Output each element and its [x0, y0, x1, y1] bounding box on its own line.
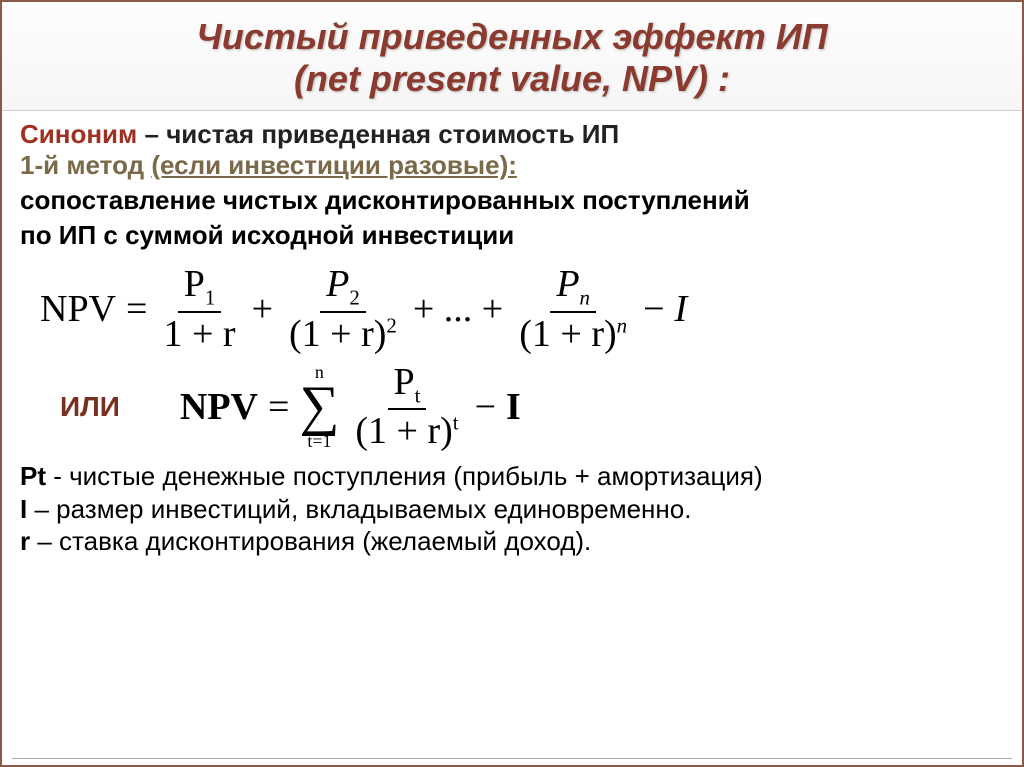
formula2: NPV = n ∑ t=1 Pt (1 + r)t − I — [180, 363, 521, 451]
footer-divider — [12, 758, 1012, 759]
f2-minus: − — [475, 385, 496, 429]
formula1: NPV = P1 1 + r + P2 (1 + r)2 + ... + Pn … — [20, 265, 1004, 353]
title-block: Чистый приведенных эффект ИП (net presen… — [2, 2, 1022, 111]
f1-t3-sub: n — [580, 286, 590, 310]
f1-lhs: NPV — [40, 287, 116, 331]
legend-pt: Pt - чистые денежные поступления (прибыл… — [20, 460, 1004, 493]
f2-num-sub: t — [415, 383, 421, 407]
legend-r-sym: r — [20, 526, 30, 556]
f1-term1: P1 1 + r — [157, 265, 241, 353]
f1-t2-sub: 2 — [349, 286, 359, 310]
legend-block: Pt - чистые денежные поступления (прибыл… — [2, 450, 1022, 558]
method-label: 1-й метод — [20, 150, 151, 180]
content-block: Синоним – чистая приведенная стоимость И… — [2, 111, 1022, 450]
f2-sum-bot: t=1 — [307, 432, 331, 450]
f2-lhs: NPV — [180, 385, 258, 429]
synonym-label: Синоним — [20, 119, 137, 149]
f1-eq: = — [126, 287, 147, 331]
desc-line2: по ИП с суммой исходной инвестиции — [20, 220, 1004, 251]
legend-i: I – размер инвестиций, вкладываемых един… — [20, 493, 1004, 526]
f1-term2: P2 (1 + r)2 — [283, 265, 403, 353]
or-label: ИЛИ — [60, 391, 120, 423]
f2-tail: I — [506, 385, 521, 429]
f1-minus: − — [643, 287, 664, 331]
sigma-icon: n ∑ t=1 — [299, 363, 339, 449]
f1-t1-den: 1 + r — [157, 313, 241, 353]
f1-plus1: + — [252, 287, 273, 331]
f1-dots: + ... + — [413, 287, 503, 331]
title-line1: Чистый приведенных эффект ИП — [12, 16, 1012, 58]
desc-line1: сопоставление чистых дисконтированных по… — [20, 185, 1004, 216]
f2-den: (1 + r) — [355, 410, 452, 452]
f1-t3-exp: n — [617, 313, 627, 337]
f1-t3-var: P — [556, 263, 579, 305]
sigma-symbol: ∑ — [299, 381, 339, 431]
f1-t1-var: P — [184, 263, 205, 305]
legend-pt-sym: Pt — [20, 461, 46, 491]
f1-t2-var: P — [326, 263, 349, 305]
formula2-row: ИЛИ NPV = n ∑ t=1 Pt (1 + r)t − I — [20, 363, 1004, 451]
method-line: 1-й метод (если инвестиции разовые): — [20, 150, 1004, 181]
f2-frac: Pt (1 + r)t — [349, 363, 464, 451]
f1-term3: Pn (1 + r)n — [513, 265, 633, 353]
f1-t2-exp: 2 — [386, 313, 396, 337]
legend-pt-text: - чистые денежные поступления (прибыль +… — [46, 461, 763, 491]
f1-t2-den: (1 + r) — [289, 313, 386, 355]
f2-den-exp: t — [453, 411, 459, 435]
f2-eq: = — [268, 385, 289, 429]
synonym-line: Синоним – чистая приведенная стоимость И… — [20, 119, 1004, 150]
legend-r: r – ставка дисконтирования (желаемый дох… — [20, 525, 1004, 558]
method-rest: (если инвестиции разовые): — [151, 150, 517, 180]
legend-i-text: – размер инвестиций, вкладываемых единов… — [27, 494, 691, 524]
f2-num-var: P — [394, 361, 415, 403]
f1-tail: I — [675, 287, 688, 331]
f1-t1-sub: 1 — [205, 286, 215, 310]
synonym-text: чистая приведенная стоимость ИП — [166, 119, 619, 149]
synonym-dash: – — [137, 119, 166, 149]
legend-r-text: – ставка дисконтирования (желаемый доход… — [30, 526, 591, 556]
title-line2: (net present value, NPV) : — [12, 58, 1012, 100]
f1-t3-den: (1 + r) — [519, 313, 616, 355]
